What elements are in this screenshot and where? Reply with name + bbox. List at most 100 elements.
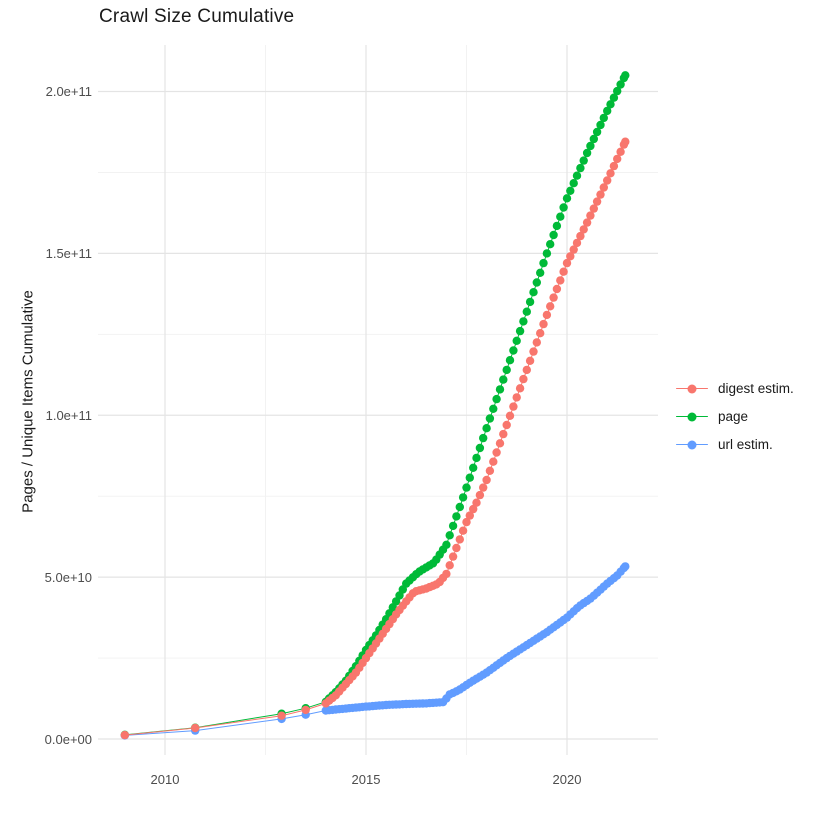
data-point — [529, 288, 538, 297]
data-point — [489, 457, 498, 466]
data-point — [445, 561, 454, 570]
data-point — [502, 365, 511, 375]
data-point — [469, 504, 478, 514]
x-tick-label: 2010 — [150, 772, 180, 787]
legend-label: url estim. — [718, 437, 773, 452]
data-point — [576, 163, 585, 173]
data-point — [458, 493, 468, 502]
data-point — [542, 310, 552, 320]
series-points-digest-estim — [120, 137, 630, 740]
data-point — [579, 225, 588, 234]
legend-item-page: page — [676, 406, 794, 427]
y-tick-label: 0.0e+00 — [44, 731, 92, 747]
data-point — [572, 171, 582, 180]
data-point — [472, 453, 481, 463]
data-point — [492, 448, 501, 457]
data-point — [592, 127, 602, 137]
data-point — [515, 384, 525, 393]
data-point — [603, 176, 612, 185]
data-point — [458, 526, 468, 535]
legend-key-page-line-dot-icon — [676, 410, 708, 424]
data-point — [522, 365, 531, 375]
data-point — [120, 730, 129, 740]
data-point — [445, 531, 454, 540]
data-point — [522, 307, 531, 316]
data-point — [301, 705, 310, 715]
legend-label: page — [718, 409, 749, 424]
data-point — [455, 535, 464, 544]
legend-key-url-line-dot-icon — [676, 438, 708, 452]
data-point — [613, 86, 622, 96]
data-point — [562, 194, 572, 203]
data-point — [519, 317, 528, 326]
y-tick-label: 2.0e+11 — [45, 84, 92, 99]
data-point — [442, 569, 451, 579]
data-point — [576, 231, 585, 241]
data-point — [452, 543, 461, 553]
data-point — [569, 245, 578, 254]
data-point — [556, 212, 565, 221]
data-point — [613, 154, 622, 164]
data-point — [469, 463, 478, 472]
data-point — [505, 356, 515, 365]
data-point — [559, 267, 568, 276]
data-point — [502, 420, 511, 430]
data-point — [539, 258, 548, 268]
data-point — [606, 169, 615, 178]
legend-item-url-estim: url estim. — [676, 434, 794, 455]
data-point — [499, 429, 508, 439]
data-point — [448, 552, 458, 561]
data-point — [621, 562, 630, 571]
y-tick-label: 1.5e+11 — [45, 245, 92, 261]
data-point — [556, 276, 565, 285]
data-point — [519, 374, 528, 384]
y-tick-label: 5.0e+10 — [44, 569, 92, 585]
legend-item-digest-estim: digest estim. — [676, 378, 794, 399]
data-point — [495, 439, 505, 448]
data-point — [529, 347, 538, 356]
legend-label: digest estim. — [718, 381, 794, 396]
data-point — [442, 540, 451, 549]
data-point — [586, 211, 595, 220]
data-point — [462, 483, 471, 492]
x-tick-label: 2015 — [351, 772, 381, 787]
data-point — [532, 278, 541, 287]
data-point — [536, 329, 545, 338]
data-point — [499, 375, 508, 384]
data-point — [462, 517, 471, 527]
data-point — [572, 238, 582, 248]
data-point — [505, 411, 515, 420]
data-point — [549, 293, 558, 302]
data-point — [277, 711, 286, 720]
data-point — [609, 93, 619, 102]
y-axis-title: Pages / Unique Items Cumulative — [19, 290, 37, 513]
data-point — [455, 502, 464, 512]
data-point — [492, 394, 501, 404]
data-point — [599, 113, 608, 123]
data-point — [479, 433, 488, 443]
data-point — [465, 511, 474, 520]
data-point — [609, 161, 619, 171]
y-tick-label: 1.0e+11 — [45, 407, 92, 423]
data-point — [552, 284, 562, 294]
data-point — [539, 319, 548, 329]
chart-title: Crawl Size Cumulative — [99, 6, 295, 27]
data-point — [559, 203, 568, 212]
data-point — [596, 120, 605, 130]
x-tick-label: 2020 — [552, 772, 582, 787]
data-point — [532, 338, 541, 347]
data-point — [191, 723, 200, 733]
data-point — [616, 147, 625, 156]
data-point — [579, 156, 588, 165]
data-point — [592, 197, 602, 206]
data-point — [525, 356, 535, 365]
data-point — [596, 190, 605, 199]
data-point — [621, 71, 630, 80]
data-point — [512, 393, 521, 402]
data-point — [482, 475, 491, 485]
data-point — [569, 179, 578, 188]
data-point — [475, 490, 485, 500]
data-point — [606, 100, 615, 109]
data-point — [566, 186, 575, 195]
